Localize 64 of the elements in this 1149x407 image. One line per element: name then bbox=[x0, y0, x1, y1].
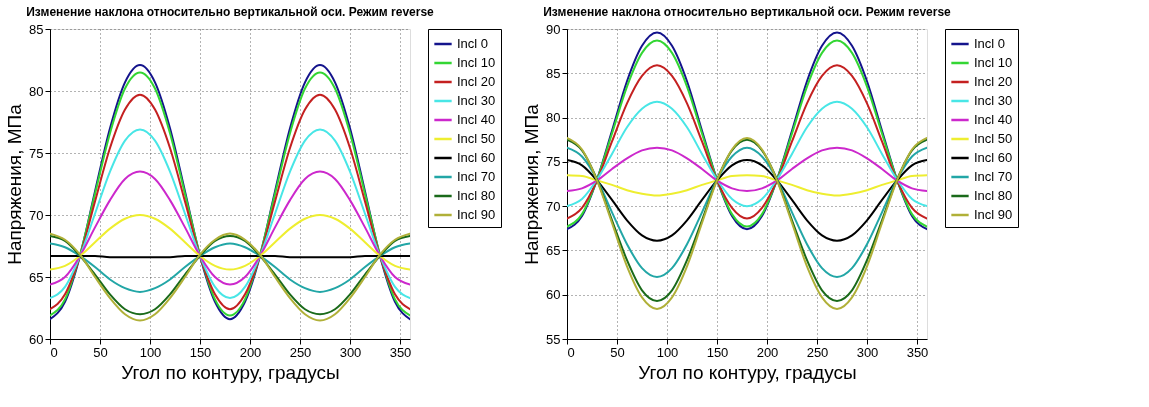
chart-title: Изменение наклона относительно вертикальной оси. Режим reverse bbox=[543, 5, 952, 19]
y-tick-label: 70 bbox=[29, 207, 44, 223]
line-series bbox=[50, 170, 410, 286]
legend-label: Incl 60 bbox=[974, 150, 1013, 165]
x-tick-label: 50 bbox=[610, 344, 625, 360]
x-tick-label: 300 bbox=[339, 344, 362, 360]
y-tick-label: 65 bbox=[546, 242, 561, 258]
y-axis-title: Напряжения, МПа bbox=[521, 103, 543, 265]
x-tick-label: 200 bbox=[239, 344, 262, 360]
legend-label: Incl 10 bbox=[974, 55, 1013, 70]
legend-label: Incl 20 bbox=[974, 74, 1013, 89]
x-tick-label: 200 bbox=[756, 344, 779, 360]
x-axis-title: Угол по контуру, градусы bbox=[121, 361, 340, 383]
line-series bbox=[567, 174, 927, 197]
legend-label: Incl 0 bbox=[974, 36, 1006, 51]
line-series bbox=[50, 242, 410, 293]
x-tick-label: 100 bbox=[139, 344, 162, 360]
y-tick-label: 85 bbox=[29, 21, 44, 37]
legend-label: Incl 80 bbox=[457, 188, 496, 203]
legend-label: Incl 90 bbox=[974, 207, 1013, 222]
legend-label: Incl 40 bbox=[457, 112, 496, 127]
legend-label: Incl 70 bbox=[974, 169, 1013, 184]
legend-label: Incl 10 bbox=[457, 55, 496, 70]
chart-title: Изменение наклона относительно вертикальной оси. Режим reverse bbox=[26, 5, 435, 19]
y-tick-label: 55 bbox=[546, 331, 561, 347]
x-tick-label: 350 bbox=[906, 344, 929, 360]
legend-label: Incl 50 bbox=[974, 131, 1013, 146]
y-axis-title: Напряжения, МПа bbox=[4, 103, 26, 265]
x-tick-label: 0 bbox=[567, 344, 575, 360]
x-axis-title: Угол по контуру, градусы bbox=[638, 361, 857, 383]
legend-label: Incl 80 bbox=[974, 188, 1013, 203]
x-tick-label: 150 bbox=[706, 344, 729, 360]
y-tick-label: 85 bbox=[546, 65, 561, 81]
line-series bbox=[567, 100, 927, 208]
x-tick-label: 350 bbox=[389, 344, 412, 360]
legend-label: Incl 0 bbox=[457, 36, 489, 51]
x-tick-label: 100 bbox=[656, 344, 679, 360]
legend-label: Incl 60 bbox=[457, 150, 496, 165]
line-series bbox=[50, 214, 410, 271]
legend-label: Incl 40 bbox=[974, 112, 1013, 127]
legend-label: Incl 30 bbox=[974, 93, 1013, 108]
legend-label: Incl 30 bbox=[457, 93, 496, 108]
x-tick-label: 300 bbox=[856, 344, 879, 360]
line-series bbox=[50, 128, 410, 300]
y-tick-label: 80 bbox=[29, 83, 44, 99]
line-series bbox=[567, 146, 927, 193]
y-tick-label: 65 bbox=[29, 269, 44, 285]
x-tick-label: 250 bbox=[806, 344, 829, 360]
legend-label: Incl 20 bbox=[457, 74, 496, 89]
legend-label: Incl 70 bbox=[457, 169, 496, 184]
x-tick-label: 50 bbox=[93, 344, 108, 360]
y-tick-label: 80 bbox=[546, 110, 561, 126]
legend-label: Incl 50 bbox=[457, 131, 496, 146]
x-tick-label: 250 bbox=[289, 344, 312, 360]
y-tick-label: 90 bbox=[546, 21, 561, 37]
legend-label: Incl 90 bbox=[457, 207, 496, 222]
y-tick-label: 60 bbox=[29, 331, 44, 347]
y-tick-label: 70 bbox=[546, 198, 561, 214]
y-tick-label: 60 bbox=[546, 287, 561, 303]
y-tick-label: 75 bbox=[546, 154, 561, 170]
x-tick-label: 150 bbox=[189, 344, 212, 360]
y-tick-label: 75 bbox=[29, 145, 44, 161]
line-series bbox=[567, 64, 927, 220]
x-tick-label: 0 bbox=[50, 344, 58, 360]
